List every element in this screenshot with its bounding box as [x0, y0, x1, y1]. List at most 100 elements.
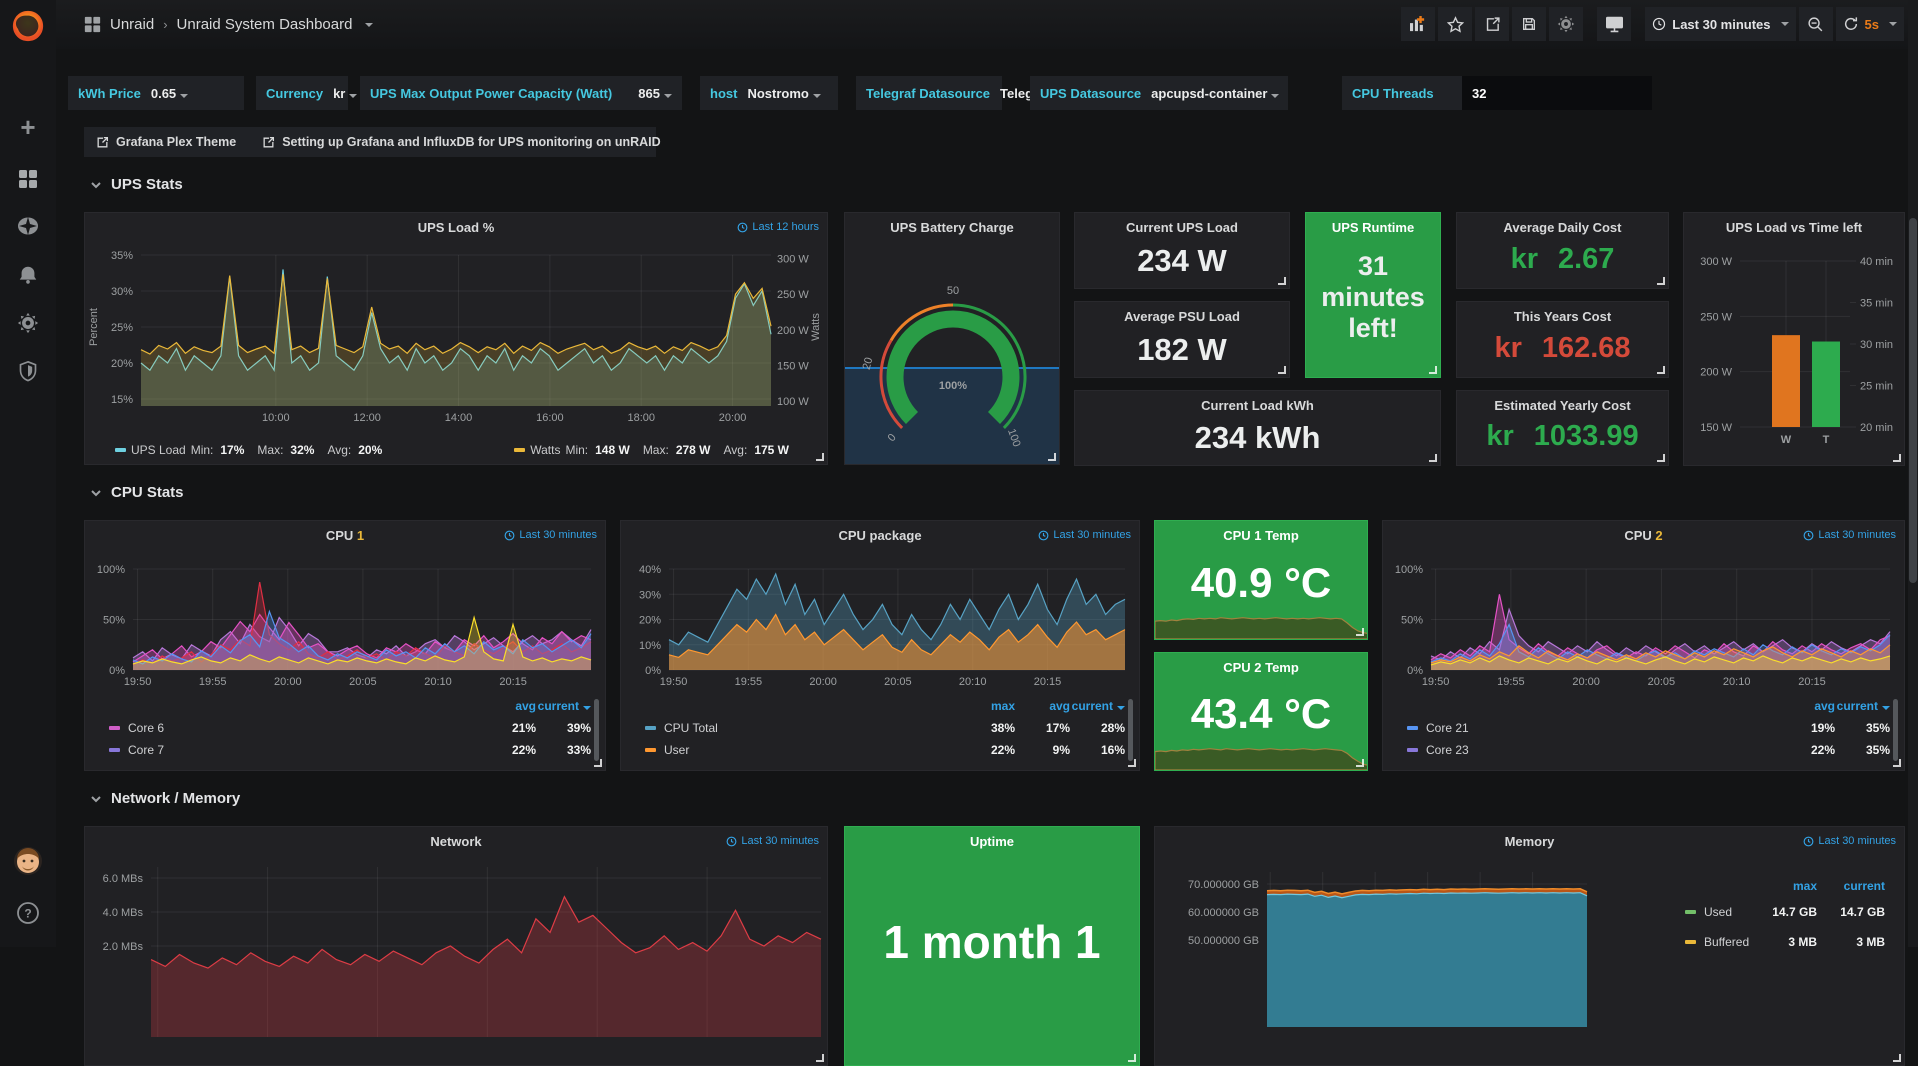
dashboards-icon[interactable]	[0, 159, 56, 199]
section-cpu-stats[interactable]: CPU Stats	[90, 484, 184, 501]
panel-resize-handle[interactable]	[1657, 366, 1665, 374]
battery-gauge[interactable]: 0 20 50 100 100%	[845, 241, 1060, 465]
legend-item[interactable]: Watts Min: 148 W Max: 278 W Avg: 175 W	[514, 443, 797, 457]
panel-time-override[interactable]: Last 30 minutes	[1803, 835, 1896, 847]
panel-resize-handle[interactable]	[1893, 454, 1901, 462]
ups-load-chart[interactable]: 35% 30% 25% 20% 15% 300 W 250 W 200 W 150 W 100 W…	[85, 213, 828, 431]
admin-shield-icon[interactable]	[0, 351, 56, 391]
svg-text:50%: 50%	[103, 615, 125, 627]
cpu-threads-input[interactable]: 32	[1462, 76, 1652, 110]
panel-time-override[interactable]: Last 30 minutes	[504, 529, 597, 541]
panel-time-override[interactable]: Last 30 minutes	[1038, 529, 1131, 541]
breadcrumb-page-title[interactable]: Unraid System Dashboard	[176, 16, 353, 33]
legend-sort-avg[interactable]: avg	[1049, 699, 1070, 713]
panel-cpu1: CPU 1 Last 30 minutes 100% 50% 0% 19:50 19:5…	[84, 520, 606, 771]
panel-resize-handle[interactable]	[1128, 1054, 1136, 1062]
panel-resize-handle[interactable]	[816, 453, 824, 461]
legend-sort-avg[interactable]: avg	[1814, 699, 1835, 713]
svg-text:0%: 0%	[645, 665, 661, 677]
panel-resize-handle[interactable]	[816, 1054, 824, 1062]
ups-bar-chart[interactable]: 300 W 250 W 200 W 150 W 40 min 35 min 30 min 25…	[1684, 213, 1905, 453]
panel-resize-handle[interactable]	[1356, 628, 1364, 636]
variable-value-dropdown[interactable]: 865	[638, 86, 672, 101]
panel-resize-handle[interactable]	[1429, 454, 1437, 462]
legend-sort-max[interactable]: max	[990, 699, 1015, 713]
legend-scrollbar[interactable]	[1128, 699, 1133, 761]
clock-icon	[1038, 530, 1049, 540]
star-dashboard-button[interactable]	[1438, 7, 1473, 41]
network-chart[interactable]: 6.0 MBs 4.0 MBs 2.0 MBs	[85, 827, 828, 1047]
refresh-button[interactable]: 5s	[1835, 7, 1904, 41]
panel-resize-handle[interactable]	[1429, 366, 1437, 374]
dashboard-grid-icon[interactable]	[84, 16, 101, 33]
panel-title[interactable]: UPS Load %	[417, 220, 495, 235]
panel-resize-handle[interactable]	[1048, 453, 1056, 461]
cpu2-chart[interactable]: 100% 50% 0%19:50 19:55 20:00 20:05 20:10 20:15	[1383, 521, 1905, 693]
legend-scrollbar[interactable]	[1893, 699, 1898, 761]
legend-sort-avg[interactable]: avg	[515, 699, 536, 713]
legend-sort-current[interactable]: current	[536, 699, 591, 713]
svg-text:30%: 30%	[639, 589, 661, 601]
panel-time-override[interactable]: Last 30 minutes	[1803, 529, 1896, 541]
legend-sort-max[interactable]: max	[1792, 879, 1817, 893]
variable-value-dropdown[interactable]: Nostromo	[747, 86, 821, 101]
top-navbar: Unraid › Unraid System Dashboard Last 30…	[56, 0, 1918, 49]
link-grafana-plex-theme[interactable]: Grafana Plex Theme	[96, 135, 236, 149]
panel-title[interactable]: CPU 2	[1624, 528, 1663, 543]
legend-row: Used 14.7 GB 14.7 GB	[1685, 897, 1885, 927]
cpu-package-legend: max avg current CPU Total 38% 17% 28% User 22%…	[645, 695, 1125, 761]
save-dashboard-button[interactable]	[1512, 7, 1547, 41]
configuration-gear-icon[interactable]	[0, 303, 56, 343]
panel-resize-handle[interactable]	[1278, 366, 1286, 374]
cpu1-legend: avg current Core 6 21% 39% Core 7 22% 33%	[109, 695, 591, 761]
zoom-out-time-button[interactable]	[1798, 7, 1833, 41]
variable-value-dropdown[interactable]: apcupsd-container	[1151, 86, 1280, 101]
add-panel-button[interactable]	[1401, 7, 1436, 41]
cpu-package-chart[interactable]: 40% 30% 20% 10% 0%19:50 19:55 20:00 20:05 20:10 2…	[621, 521, 1140, 693]
help-icon[interactable]: ?	[0, 893, 56, 933]
cpu1-chart[interactable]: 100% 50% 0%19:50 19:55 20:00 20:05 20:10 20:15	[85, 521, 606, 693]
legend-sort-current[interactable]: current	[1835, 699, 1890, 713]
legend-scrollbar[interactable]	[594, 699, 599, 761]
breadcrumb-app[interactable]: Unraid	[110, 16, 155, 33]
variable-value-dropdown[interactable]: 0.65	[151, 86, 189, 101]
panel-resize-handle[interactable]	[1657, 454, 1665, 462]
create-add-icon[interactable]: +	[20, 111, 36, 142]
chevron-down-icon[interactable]	[365, 22, 374, 27]
legend-item[interactable]: UPS Load Min: 17% Max: 32% Avg: 20%	[115, 443, 390, 457]
panel-resize-handle[interactable]	[1278, 277, 1286, 285]
explore-compass-icon[interactable]	[0, 206, 56, 246]
legend-sort-current[interactable]: current	[1070, 699, 1125, 713]
section-network-memory[interactable]: Network / Memory	[90, 790, 240, 807]
grafana-logo[interactable]	[0, 6, 56, 46]
share-dashboard-button[interactable]	[1475, 7, 1510, 41]
panel-time-override[interactable]: Last 12 hours	[737, 221, 819, 233]
panel-resize-handle[interactable]	[594, 759, 602, 767]
stat-value: 43.4 °C	[1190, 690, 1332, 737]
panel-resize-handle[interactable]	[1128, 759, 1136, 767]
panel-resize-handle[interactable]	[1657, 277, 1665, 285]
stat-value: kr 1033.99	[1486, 420, 1639, 452]
legend-sort-current[interactable]: current	[1843, 879, 1885, 893]
dashboard-settings-button[interactable]	[1549, 7, 1584, 41]
variable-currency: Currency kr	[256, 76, 358, 110]
panel-resize-handle[interactable]	[1893, 1054, 1901, 1062]
alerting-bell-icon[interactable]	[0, 255, 56, 295]
panel-resize-handle[interactable]	[1893, 759, 1901, 767]
svg-text:50%: 50%	[1401, 615, 1423, 627]
panel-resize-handle[interactable]	[1356, 759, 1364, 767]
scrollbar-thumb[interactable]	[1909, 218, 1917, 583]
svg-text:100%: 100%	[939, 380, 967, 392]
panel-time-override[interactable]: Last 30 minutes	[726, 835, 819, 847]
panel-title[interactable]: CPU 1	[325, 528, 365, 543]
refresh-interval-label[interactable]: 5s	[1864, 16, 1879, 32]
variable-value-dropdown[interactable]: kr	[333, 86, 358, 101]
panel-average-daily-cost: Average Daily Cost kr 2.67	[1456, 212, 1669, 289]
user-avatar[interactable]	[0, 841, 56, 881]
section-ups-stats[interactable]: UPS Stats	[90, 176, 183, 193]
panel-title[interactable]: UPS Battery Charge	[890, 220, 1014, 235]
link-ups-monitoring-guide[interactable]: Setting up Grafana and InfluxDB for UPS …	[262, 135, 661, 149]
time-range-picker[interactable]: Last 30 minutes	[1645, 7, 1796, 41]
cycle-view-mode-button[interactable]	[1597, 7, 1632, 41]
panel-memory: Memory Last 30 minutes 70.000000 GB 60.00…	[1154, 826, 1905, 1066]
